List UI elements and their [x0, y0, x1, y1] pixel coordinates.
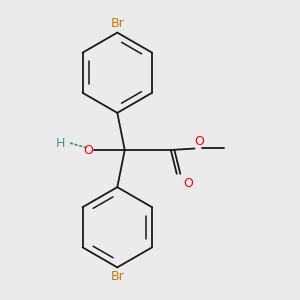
Text: Br: Br — [110, 17, 124, 30]
Text: H: H — [56, 137, 65, 150]
Text: O: O — [183, 177, 193, 190]
Text: Br: Br — [110, 270, 124, 283]
Text: O: O — [83, 143, 93, 157]
Text: O: O — [195, 135, 205, 148]
